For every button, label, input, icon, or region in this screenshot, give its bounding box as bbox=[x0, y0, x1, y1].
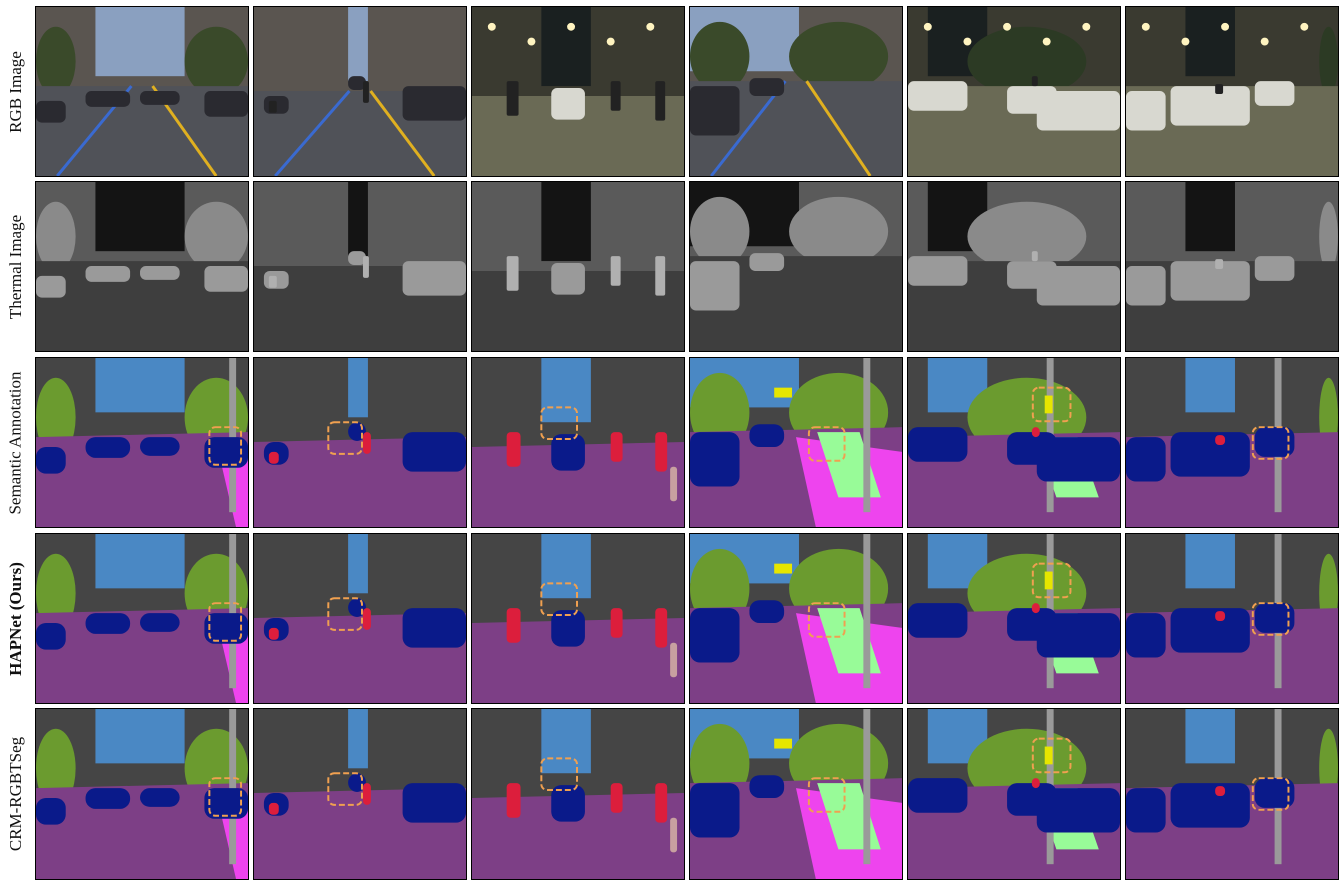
seg_hap-image-2 bbox=[253, 533, 467, 704]
seg_crm-image-3 bbox=[471, 708, 685, 880]
seg_hap-image-6 bbox=[1125, 533, 1339, 704]
row-label-text: CRM-RGBTSeg bbox=[6, 736, 26, 852]
thermal-image-2 bbox=[253, 181, 467, 352]
thermal-image-3 bbox=[471, 181, 685, 352]
seg_hap-image-4 bbox=[689, 533, 903, 704]
seg_gt-image-2 bbox=[253, 357, 467, 528]
row-label-text: RGB Image bbox=[6, 50, 25, 133]
rgb-image-6 bbox=[1125, 6, 1339, 177]
seg_crm-image-2 bbox=[253, 708, 467, 880]
row-label-text: Semantic Annotation bbox=[6, 370, 26, 515]
seg_gt-image-3 bbox=[471, 357, 685, 528]
seg_gt-image-6 bbox=[1125, 357, 1339, 528]
thermal-image-1 bbox=[35, 181, 249, 352]
row-label-seg_gt: Semantic Annotation bbox=[0, 357, 32, 528]
seg_crm-image-1 bbox=[35, 708, 249, 880]
row-label-rgb: RGB Image bbox=[0, 6, 32, 177]
seg_crm-image-4 bbox=[689, 708, 903, 880]
seg_crm-image-5 bbox=[907, 708, 1121, 880]
rgb-image-1 bbox=[35, 6, 249, 177]
rgb-image-4 bbox=[689, 6, 903, 177]
seg_hap-image-3 bbox=[471, 533, 685, 704]
rgb-image-5 bbox=[907, 6, 1121, 177]
seg_hap-image-1 bbox=[35, 533, 249, 704]
seg_hap-image-5 bbox=[907, 533, 1121, 704]
seg_gt-image-5 bbox=[907, 357, 1121, 528]
row-label-text: Thermal Image bbox=[6, 214, 25, 319]
rgb-image-2 bbox=[253, 6, 467, 177]
row-label-text: HAPNet (Ours) bbox=[6, 561, 25, 676]
thermal-image-6 bbox=[1125, 181, 1339, 352]
thermal-image-4 bbox=[689, 181, 903, 352]
seg_gt-image-4 bbox=[689, 357, 903, 528]
seg_crm-image-6 bbox=[1125, 708, 1339, 880]
row-label-seg_crm: CRM-RGBTSeg bbox=[0, 708, 32, 880]
row-label-thermal: Thermal Image bbox=[0, 181, 32, 352]
row-label-seg_hap: HAPNet (Ours) bbox=[0, 533, 32, 704]
rgb-image-3 bbox=[471, 6, 685, 177]
seg_gt-image-1 bbox=[35, 357, 249, 528]
thermal-image-5 bbox=[907, 181, 1121, 352]
